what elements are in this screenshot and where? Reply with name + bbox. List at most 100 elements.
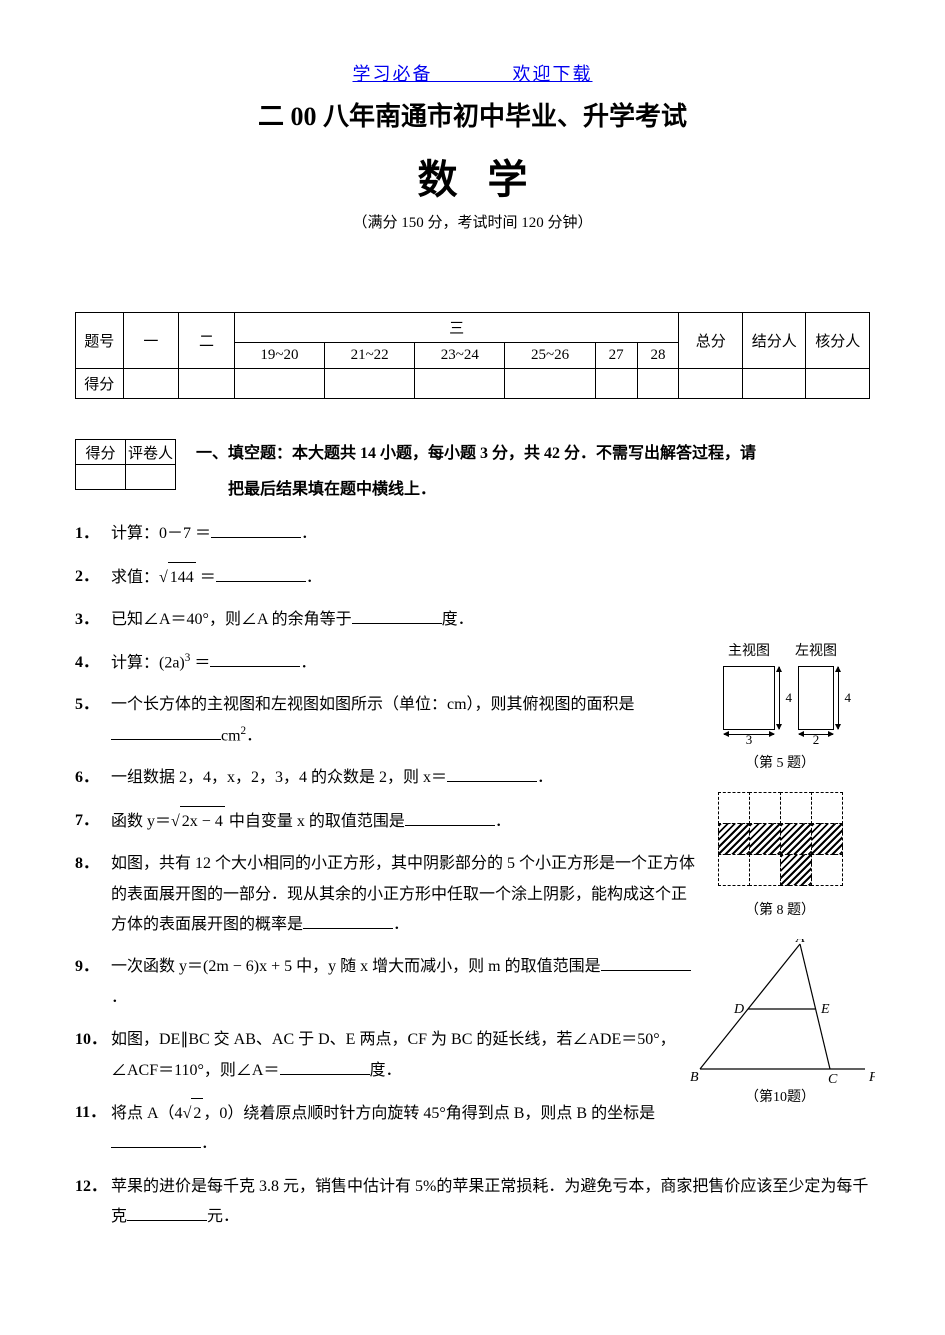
blank[interactable] — [303, 911, 393, 929]
grid-cell — [811, 792, 843, 824]
q-num: 10． — [75, 1025, 111, 1086]
q-text: 计算：(2a) — [111, 654, 185, 671]
sqrt-expr: 2 — [191, 1098, 203, 1129]
triangle-diagram: ABCFDE — [690, 939, 875, 1084]
fig-caption: （第 8 题） — [690, 899, 870, 919]
blank[interactable] — [601, 954, 691, 972]
sub-marker-cell — [126, 465, 176, 490]
blank[interactable] — [127, 1203, 207, 1221]
score-cell — [679, 369, 743, 399]
q-text: 计算：0－7 ＝ — [111, 525, 211, 542]
q-num: 2． — [75, 562, 111, 593]
score-cell — [637, 369, 679, 399]
blank[interactable] — [216, 564, 306, 582]
left-view-rect: 4 2 — [798, 666, 834, 730]
score-cell — [806, 369, 870, 399]
q-text: ． — [246, 727, 262, 744]
blank[interactable] — [111, 1131, 201, 1149]
q-num: 7． — [75, 806, 111, 837]
q-text: ． — [300, 654, 316, 671]
blank[interactable] — [211, 521, 301, 539]
q-num: 1． — [75, 519, 111, 549]
arrow-icon — [798, 731, 804, 737]
exam-title: 二 00 八年南通市初中毕业、升学考试 — [75, 96, 870, 133]
sqrt-expr: 2x − 4 — [180, 806, 225, 837]
th-scorer: 结分人 — [742, 313, 806, 369]
grid-cell — [811, 854, 843, 886]
q-text: ． — [495, 813, 511, 830]
question-3: 3． 已知∠A＝40°，则∠A 的余角等于度． — [75, 605, 870, 635]
fig-caption: （第 5 题） — [690, 752, 870, 772]
q-text: 将点 A（4 — [111, 1105, 183, 1122]
blank[interactable] — [111, 722, 221, 740]
blank[interactable] — [210, 649, 300, 667]
arrow-icon — [835, 724, 841, 730]
th-two: 二 — [179, 313, 235, 369]
q-num: 12． — [75, 1172, 111, 1233]
score-table: 题号 一 二 三 总分 结分人 核分人 19~20 21~22 23~24 25… — [75, 312, 870, 399]
arrow-icon — [776, 724, 782, 730]
th-2526: 25~26 — [505, 343, 595, 369]
score-cell — [325, 369, 415, 399]
svg-text:D: D — [733, 1002, 744, 1017]
q-text: ＝ — [190, 654, 210, 671]
svg-text:A: A — [795, 939, 805, 946]
header-link[interactable]: 学习必备 欢迎下载 — [75, 60, 870, 86]
grid-cell — [811, 823, 843, 855]
q-text: 元． — [207, 1208, 239, 1225]
sub-marker-label: 评卷人 — [126, 440, 176, 465]
svg-text:C: C — [828, 1072, 838, 1084]
section-header-row: 得分 评卷人 一、填空题：本大题共 14 小题，每小题 3 分，共 42 分．不… — [75, 439, 870, 499]
figures-column: 主视图 4 3 左视图 4 — [690, 640, 870, 1126]
q-text: 函数 y＝ — [111, 813, 171, 830]
th-28: 28 — [637, 343, 679, 369]
arrow-icon — [835, 666, 841, 672]
grid-cell — [749, 854, 781, 886]
blank[interactable] — [405, 808, 495, 826]
q-text: ，0）绕着原点顺时针方向旋转 45°角得到点 B，则点 B 的坐标是 — [203, 1105, 655, 1122]
question-1: 1． 计算：0－7 ＝ ． — [75, 519, 870, 549]
blank[interactable] — [280, 1057, 370, 1075]
arrow-icon — [769, 731, 775, 737]
figure-5: 主视图 4 3 左视图 4 — [690, 640, 870, 772]
q-text: 已知∠A＝40°，则∠A 的余角等于 — [111, 611, 352, 628]
th-score: 得分 — [76, 369, 124, 399]
grid-net — [718, 792, 842, 885]
q-text: ． — [301, 525, 317, 542]
q-text: 度． — [370, 1062, 402, 1079]
q-text: ． — [201, 1135, 217, 1152]
q-num: 9． — [75, 952, 111, 1013]
q-num: 4． — [75, 648, 111, 679]
score-cell — [123, 369, 179, 399]
q-text: 中自变量 x 的取值范围是 — [225, 813, 405, 830]
blank[interactable] — [352, 607, 442, 625]
q-text: 度． — [442, 611, 474, 628]
grid-cell — [718, 792, 750, 824]
arrow-icon — [828, 731, 834, 737]
arrow-icon — [776, 666, 782, 672]
blank[interactable] — [447, 765, 537, 783]
th-total: 总分 — [679, 313, 743, 369]
score-cell — [234, 369, 324, 399]
q-text: ． — [111, 989, 127, 1006]
section-heading-2: 把最后结果填在题中横线上． — [228, 475, 756, 499]
grid-cell — [780, 792, 812, 824]
exam-subtitle: （满分 150 分，考试时间 120 分钟） — [75, 211, 870, 232]
grid-cell — [780, 823, 812, 855]
dim-width: 2 — [813, 732, 820, 748]
q-text: ＝ — [196, 569, 216, 586]
grid-cell — [749, 823, 781, 855]
q-num: 5． — [75, 690, 111, 751]
q-text: 一个长方体的主视图和左视图如图所示（单位：cm），则其俯视图的面积是 — [111, 696, 635, 713]
q-text: ． — [393, 916, 409, 933]
question-12: 12． 苹果的进价是每千克 3.8 元，销售中估计有 5%的苹果正常损耗．为避免… — [75, 1172, 870, 1233]
grid-cell — [749, 792, 781, 824]
main-view-label: 主视图 — [723, 640, 775, 660]
th-one: 一 — [123, 313, 179, 369]
main-view-rect: 4 3 — [723, 666, 775, 730]
score-cell — [415, 369, 505, 399]
dim-height: 4 — [845, 690, 852, 706]
svg-text:E: E — [820, 1002, 830, 1017]
q-num: 8． — [75, 849, 111, 940]
q-num: 11． — [75, 1098, 111, 1160]
